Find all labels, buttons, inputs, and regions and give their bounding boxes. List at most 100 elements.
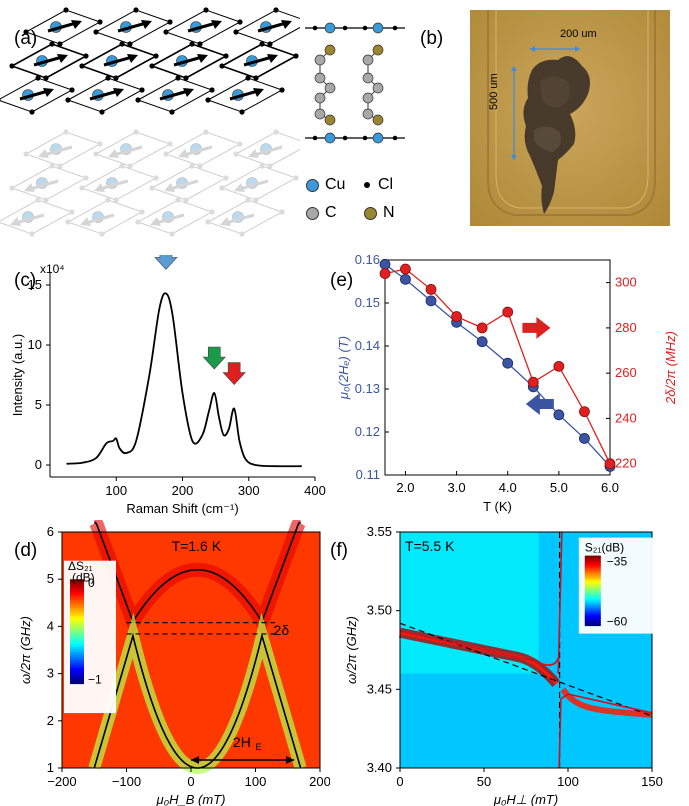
y-tick-label-left: 0.14	[355, 338, 380, 353]
cl-atom	[197, 163, 203, 169]
legend-n: N	[364, 204, 395, 222]
lower-lattice-layer	[0, 129, 300, 237]
colorbar-swatch	[584, 569, 601, 572]
colorbar-swatch	[584, 588, 601, 592]
cl-atom	[245, 75, 251, 81]
spin-arrow	[187, 21, 217, 33]
cl-atom	[133, 129, 139, 135]
cl-atom	[97, 141, 103, 147]
cl-atom	[9, 63, 15, 69]
cu-atom	[246, 177, 258, 189]
colorbar-swatch	[584, 583, 601, 586]
y-axis-label: ω/2π (GHz)	[344, 616, 359, 684]
exchange-arrow-head-left	[191, 755, 199, 764]
exchange-field-point	[379, 258, 391, 270]
spin-arrow	[29, 179, 59, 191]
colorbar-swatch	[70, 675, 84, 679]
cl-atom	[43, 75, 49, 81]
y-tick-label: 3	[47, 666, 54, 681]
cl-atom	[273, 7, 279, 13]
colorbar-swatch	[584, 567, 601, 571]
spin-arrow	[113, 145, 143, 157]
spin-arrow	[103, 55, 133, 67]
spin-arrow-head	[113, 88, 124, 97]
colorbar-min-label: −60	[607, 615, 628, 629]
panel-label-d: (d)	[14, 540, 38, 561]
colorbar-min-label: −1	[88, 673, 102, 687]
colorbar-swatch	[70, 584, 84, 588]
colorbar-swatch	[584, 587, 601, 590]
cl-atom	[223, 175, 229, 181]
colorbar-swatch	[70, 579, 84, 583]
cl-atom	[23, 151, 29, 157]
cl-atom	[49, 163, 55, 169]
exchange-field-point	[425, 295, 437, 307]
cl-atom	[167, 141, 173, 147]
spin-arrow	[229, 89, 259, 101]
cl-atom	[239, 109, 245, 115]
spin-arrow-head	[253, 88, 264, 97]
cu-atom	[50, 143, 62, 155]
spin-arrow	[85, 213, 115, 225]
panel-label-e: (e)	[330, 270, 354, 291]
colorbar-swatch	[70, 636, 84, 640]
spin-arrow	[117, 21, 147, 33]
y-axis-label-left: μ₀(2Hₑ) (T)	[336, 336, 351, 400]
y-tick-label: 3.55	[367, 524, 392, 539]
colorbar-swatch	[70, 592, 84, 596]
cl-atom	[219, 63, 225, 69]
cl-atom	[127, 41, 133, 47]
spin-arrow	[183, 145, 213, 157]
transmission-heatmap-d: −200 −100 0 100 200 1 2 3 4 5 6 μ₀H_B (mT) ω/2π (GHz…	[18, 520, 330, 806]
cl-atom	[392, 135, 398, 141]
colorbar-swatch	[584, 566, 601, 569]
cu-atom	[176, 177, 188, 189]
colorbar-swatch	[70, 680, 84, 685]
cl-atom	[99, 231, 105, 237]
exchange-field-point	[502, 357, 514, 369]
spin-arrow-head	[234, 183, 245, 192]
colorbar-swatch	[584, 580, 601, 583]
colorbar-swatch	[70, 615, 84, 619]
cu-atom	[260, 143, 272, 155]
cu-atom	[120, 143, 132, 155]
lattice-cell	[66, 199, 144, 235]
colorbar-swatch	[70, 607, 84, 612]
colorbar-swatch	[70, 597, 84, 601]
cl-atom	[35, 197, 41, 203]
y-tick-label-right: 220	[615, 456, 637, 471]
x-tick-label: 0	[396, 774, 403, 789]
temperature-annotation: T=5.5 K	[405, 538, 455, 554]
cl-atom	[183, 197, 189, 203]
colorbar-swatch	[70, 660, 84, 664]
y-tick-label-right: 280	[615, 320, 637, 335]
panel-label-a: (a)	[14, 28, 38, 49]
cl-atom	[23, 29, 29, 35]
panel-label-b: (b)	[420, 28, 444, 49]
gap-point	[379, 268, 391, 279]
colorbar-swatch	[70, 631, 84, 635]
x-axis-label: T (K)	[483, 499, 512, 514]
spin-arrow	[159, 89, 189, 101]
colorbar-max-label: 0	[88, 576, 95, 590]
spin-arrow	[225, 213, 255, 225]
y-tick-label: 3.45	[367, 681, 392, 696]
x-tick-label: 3.0	[448, 480, 466, 495]
colorbar-swatch	[584, 606, 601, 609]
cl-atom	[259, 163, 265, 169]
cu-atom	[190, 143, 202, 155]
colorbar-swatch	[584, 615, 601, 618]
cl-atom	[139, 209, 145, 215]
panel-label-c: (c)	[14, 270, 37, 291]
cl-atom	[362, 25, 368, 31]
y-tick-label-left: 0.11	[356, 467, 380, 482]
cl-atom	[9, 185, 15, 191]
panel-label-f: (f)	[330, 540, 348, 561]
spin-arrow-head	[141, 20, 152, 29]
lattice-cell	[136, 199, 214, 235]
cl-atom	[239, 231, 245, 237]
cl-atom	[279, 209, 285, 215]
cl-atom	[312, 25, 318, 31]
x-tick-label: 6.0	[601, 480, 619, 495]
spin-arrow	[257, 21, 287, 33]
